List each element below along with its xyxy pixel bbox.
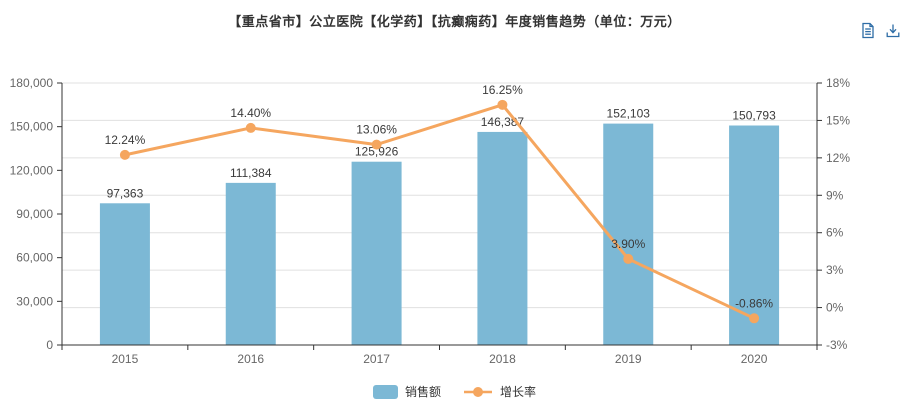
legend: 销售额 增长率 [0,383,909,400]
bar-label-2016: 111,384 [230,166,272,180]
line-label-2020: -0.86% [735,296,773,310]
y-right-tick-label: 18% [826,76,850,90]
y-right-tick-label: 0% [826,301,844,315]
x-tick-label: 2020 [741,352,768,366]
line-label-2016: 14.40% [230,106,271,120]
point-2018[interactable] [497,99,508,110]
y-left-tick-label: 150,000 [10,120,54,134]
bar-series-swatch [372,384,398,399]
legend-item-growth[interactable]: 增长率 [463,383,536,400]
x-tick-label: 2019 [615,352,642,366]
point-2020[interactable] [749,313,760,324]
bar-2017[interactable] [351,161,402,345]
toolbox [860,22,901,39]
point-2017[interactable] [371,139,382,150]
y-right-tick-label: 3% [826,263,844,277]
x-tick-label: 2015 [112,352,139,366]
x-tick-label: 2016 [237,352,264,366]
line-label-2018: 16.25% [482,83,523,97]
y-left-tick-label: 180,000 [10,76,54,90]
x-tick-label: 2017 [363,352,390,366]
line-label-2017: 13.06% [356,123,397,137]
save-as-image-icon[interactable] [885,22,901,39]
line-label-2019: 3.90% [611,237,645,251]
legend-item-sales[interactable]: 销售额 [372,383,441,400]
point-2016[interactable] [245,122,256,133]
y-right-tick-label: 15% [826,113,850,127]
y-right-tick-label: 12% [826,151,850,165]
line-series-swatch [464,386,492,397]
growth-line [123,103,756,320]
bar-2015[interactable] [99,203,150,345]
bar-label-2017: 125,926 [355,145,399,159]
x-tick-label: 2018 [489,352,516,366]
point-2015[interactable] [119,149,130,160]
y-left-tick-label: 120,000 [10,163,54,177]
bar-label-2019: 152,103 [607,107,651,121]
bar-2016[interactable] [225,182,276,345]
bar-2020[interactable] [729,125,780,345]
y-left-tick-label: 60,000 [16,251,53,265]
data-view-icon[interactable] [860,22,876,39]
y-left-tick-label: 90,000 [16,207,53,221]
y-right-tick-label: 6% [826,226,844,240]
bar-2018[interactable] [477,131,528,345]
point-2019[interactable] [623,253,634,264]
chart-title: 【重点省市】公立医院【化学药】【抗癫痫药】年度销售趋势（单位：万元） [228,14,681,29]
y-right-tick-label: -3% [826,338,848,352]
bar-2019[interactable] [603,123,654,345]
y-right-tick-label: 9% [826,188,844,202]
bar-label-2020: 150,793 [732,109,776,123]
y-left-tick-label: 30,000 [16,294,53,308]
legend-label-sales: 销售额 [404,385,441,399]
legend-label-growth: 增长率 [500,385,537,399]
bar-label-2015: 97,363 [107,186,144,200]
line-label-2015: 12.24% [105,133,146,147]
y-left-tick-label: 0 [46,338,53,352]
